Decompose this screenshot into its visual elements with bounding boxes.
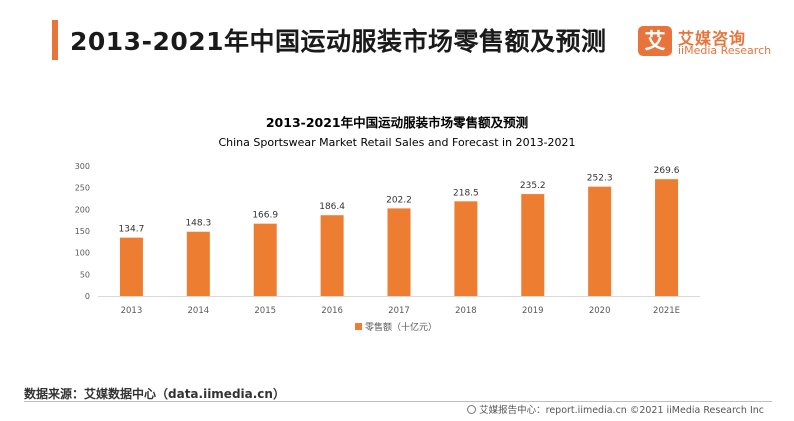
- bar: [655, 179, 679, 296]
- x-tick-label: 2018: [455, 306, 477, 316]
- y-tick-label: 100: [75, 249, 90, 258]
- chart-subtitle: China Sportswear Market Retail Sales and…: [218, 136, 575, 149]
- data-label: 202.2: [386, 195, 412, 205]
- x-axis: 2013 2014 2015 2016 2017 2018 2019 2020 2021E: [98, 296, 700, 316]
- footer: 艾媒报告中心：report.iimedia.cn ©2021 iiMedia R…: [467, 402, 764, 416]
- footer-divider: [24, 401, 772, 402]
- y-tick-label: 0: [85, 292, 90, 301]
- data-label: 186.4: [319, 202, 345, 212]
- footer-text: 艾媒报告中心：report.iimedia.cn ©2021 iiMedia R…: [479, 405, 764, 416]
- bar: [454, 201, 478, 296]
- page-title: 2013-2021年中国运动服装市场零售额及预测: [70, 27, 607, 56]
- y-tick-label: 150: [75, 227, 90, 236]
- brand-logo: 艾 艾媒咨询 iiMedia Research: [638, 26, 778, 60]
- bar: [186, 231, 210, 296]
- x-tick-label: 2014: [188, 306, 210, 316]
- bar: [521, 194, 545, 296]
- bar: [588, 186, 612, 296]
- y-tick-label: 200: [75, 205, 90, 214]
- logo-name-en: iiMedia Research: [678, 44, 772, 57]
- y-axis: 0 50 100 150 200 250 300: [75, 162, 90, 301]
- data-label: 166.9: [252, 211, 278, 221]
- data-label: 235.2: [520, 181, 546, 191]
- logo-name-cn: 艾媒咨询: [678, 29, 747, 48]
- data-label: 269.6: [654, 166, 680, 176]
- x-tick-label: 2019: [522, 306, 544, 316]
- bar: [119, 237, 143, 296]
- data-label: 148.3: [185, 219, 211, 229]
- title-accent-bar: [52, 20, 58, 60]
- legend-swatch: [355, 323, 362, 330]
- y-tick-label: 50: [80, 270, 90, 279]
- data-source: 数据来源：艾媒数据中心（data.iimedia.cn）: [24, 387, 285, 401]
- copyright-icon: [467, 405, 477, 414]
- logo-mark-icon: 艾: [638, 26, 672, 56]
- bars: 134.7 148.3 166.9 186.4 202.2 218.5 235.2 252.3…: [119, 166, 680, 296]
- x-tick-label: 2013: [121, 306, 143, 316]
- chart-title: 2013-2021年中国运动服装市场零售额及预测: [266, 115, 528, 130]
- data-label: 134.7: [119, 225, 145, 235]
- chart-legend: 零售额（十亿元）: [355, 321, 437, 333]
- data-label: 218.5: [453, 188, 479, 198]
- bar: [387, 208, 411, 296]
- x-tick-label: 2020: [589, 306, 611, 316]
- bar: [320, 215, 344, 296]
- bar: [253, 223, 277, 296]
- x-tick-label: 2021E: [653, 306, 680, 316]
- x-tick-label: 2016: [321, 306, 343, 316]
- data-label: 252.3: [587, 174, 613, 184]
- x-tick-label: 2017: [388, 306, 410, 316]
- legend-label: 零售额（十亿元）: [365, 321, 437, 333]
- y-tick-label: 300: [75, 162, 90, 171]
- y-tick-label: 250: [75, 184, 90, 193]
- x-tick-label: 2015: [254, 306, 276, 316]
